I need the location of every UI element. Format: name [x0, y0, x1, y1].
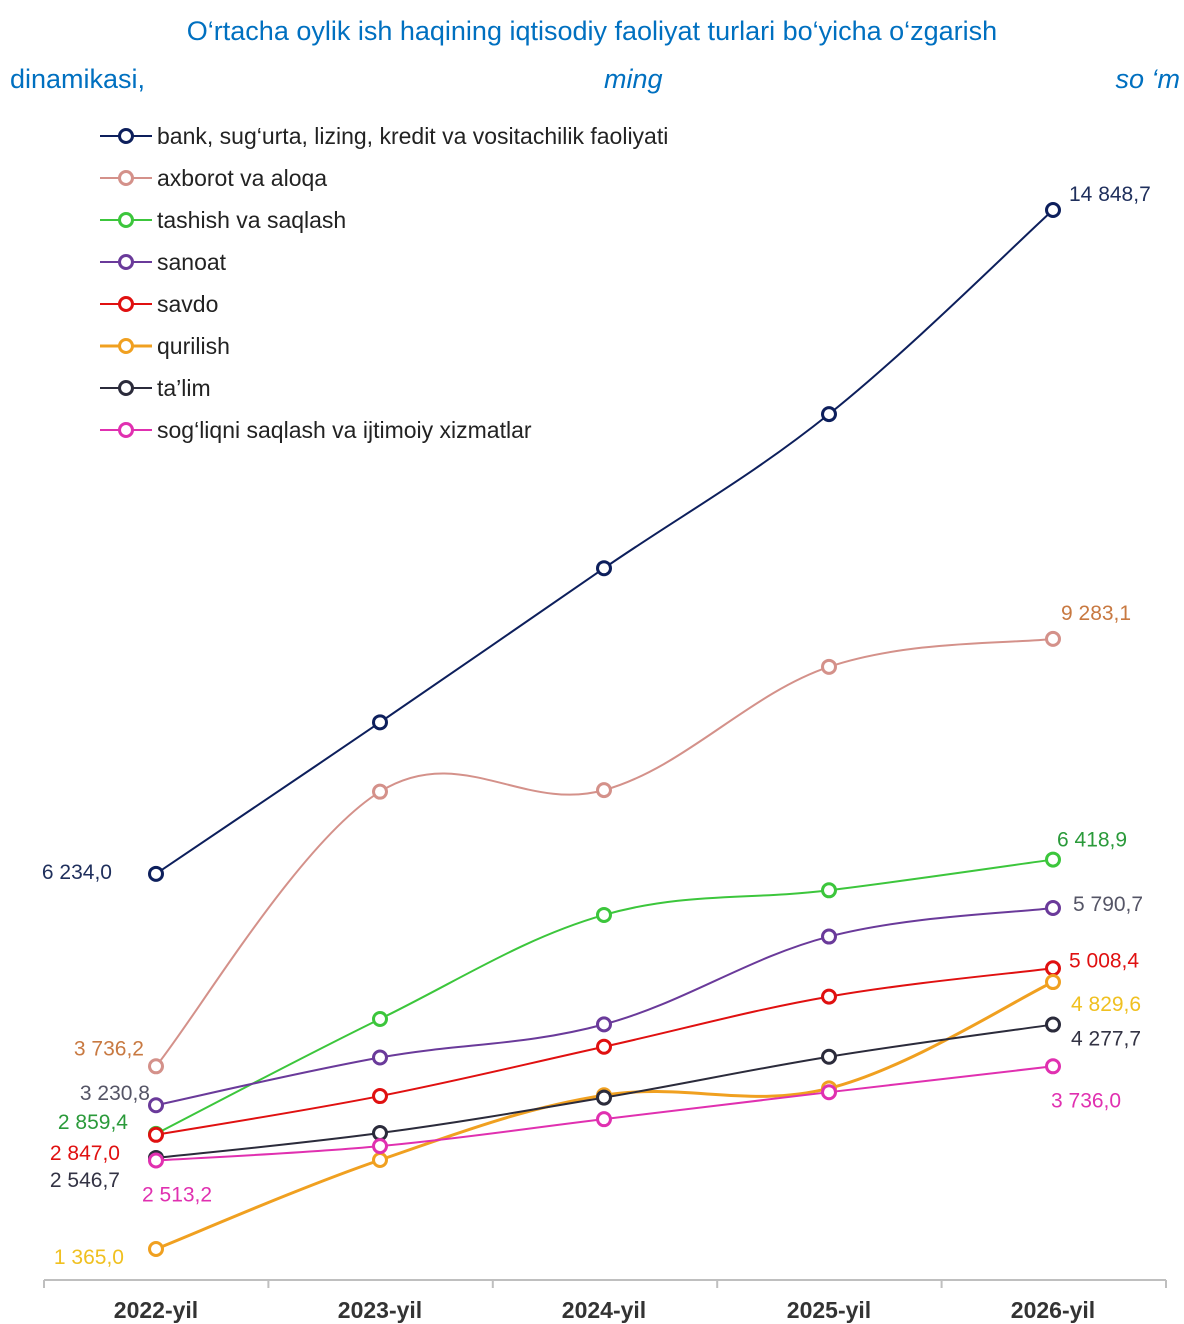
- legend-entry: axborot va aloqa: [157, 165, 327, 191]
- data-label: 4 277,7: [1071, 1028, 1141, 1051]
- data-labels: 6 234,0 14 848,7 3 736,2 9 283,1 2 859,4 6 41…: [42, 183, 1151, 1269]
- data-point: [372, 1152, 388, 1169]
- data-point: [1045, 960, 1061, 977]
- data-label: 2 847,0: [50, 1142, 120, 1165]
- unit-label-som: so ‘m: [1115, 64, 1180, 94]
- data-label: 3 736,2: [74, 1037, 144, 1060]
- series-line: [155, 637, 1054, 1067]
- x-tick-label: 2024-yil: [562, 1297, 646, 1323]
- data-point: [1045, 899, 1061, 916]
- data-point: [372, 1138, 388, 1155]
- data-label: 2 513,2: [142, 1184, 212, 1207]
- legend-marker: [118, 380, 134, 396]
- legend-marker: [118, 128, 134, 144]
- data-point: [372, 1049, 388, 1066]
- chart-title: O‘rtacha oylik ish haqining iqtisodiy fa…: [186, 16, 998, 46]
- data-point: [596, 906, 612, 923]
- data-label: 4 829,6: [1071, 993, 1141, 1016]
- data-point: [1045, 851, 1061, 868]
- chart-title-continued: dinamikasi,: [10, 64, 146, 94]
- data-point: [148, 865, 164, 882]
- x-tick-label: 2022-yil: [114, 1297, 198, 1323]
- series-line: [155, 906, 1054, 1107]
- legend-entry: bank, sug‘urta, lizing, kredit va vosita…: [157, 123, 668, 149]
- data-point: [821, 988, 837, 1005]
- data-point: [1045, 1058, 1061, 1075]
- data-point: [372, 1010, 388, 1027]
- legend-entry: qurilish: [157, 333, 230, 359]
- data-point: [821, 658, 837, 675]
- data-point: [148, 1152, 164, 1169]
- data-label: 1 365,0: [54, 1246, 124, 1269]
- x-tick-label: 2023-yil: [338, 1297, 422, 1323]
- x-tick-label: 2025-yil: [787, 1297, 871, 1323]
- legend-marker: [118, 296, 134, 312]
- data-label: 2 859,4: [58, 1111, 128, 1134]
- data-point: [148, 1058, 164, 1075]
- data-point: [372, 1088, 388, 1105]
- data-label: 5 790,7: [1073, 893, 1143, 916]
- data-point: [148, 1126, 164, 1143]
- data-label: 14 848,7: [1069, 183, 1151, 206]
- data-point: [596, 782, 612, 799]
- x-axis: 2022-yil 2023-yil 2024-yil 2025-yil 2026-yil: [43, 1279, 1167, 1323]
- data-point: [596, 1038, 612, 1055]
- legend: bank, sug‘urta, lizing, kredit va vosita…: [100, 123, 668, 443]
- data-point: [1045, 974, 1061, 991]
- legend-marker: [118, 338, 134, 354]
- data-point: [821, 882, 837, 899]
- data-point: [821, 1048, 837, 1065]
- data-label: 3 736,0: [1051, 1089, 1121, 1112]
- data-point: [821, 928, 837, 945]
- legend-marker: [118, 212, 134, 228]
- data-point: [148, 1241, 164, 1257]
- data-label: 9 283,1: [1061, 602, 1131, 625]
- unit-label-ming: ming: [604, 64, 663, 94]
- legend-entry: ta’lim: [157, 375, 211, 401]
- data-point: [596, 560, 612, 577]
- data-label: 6 418,9: [1057, 829, 1127, 852]
- data-point: [148, 1097, 164, 1114]
- legend-marker: [118, 422, 134, 438]
- data-label: 3 230,8: [80, 1082, 150, 1105]
- data-point: [821, 1084, 837, 1101]
- legend-entry: sog‘liqni saqlash va ijtimoiy xizmatlar: [157, 417, 532, 443]
- data-point: [372, 1125, 388, 1142]
- data-point: [1045, 630, 1061, 647]
- data-label: 5 008,4: [1069, 949, 1139, 972]
- series-lines: [148, 202, 1061, 1257]
- legend-marker: [118, 254, 134, 270]
- legend-entry: tashish va saqlash: [157, 207, 346, 233]
- data-point: [1045, 202, 1061, 218]
- x-tick-label: 2026-yil: [1011, 1297, 1095, 1323]
- legend-marker: [118, 170, 134, 186]
- legend-entry: sanoat: [157, 249, 227, 275]
- data-point: [596, 1111, 612, 1128]
- data-point: [372, 714, 388, 731]
- data-label: 2 546,7: [50, 1169, 120, 1192]
- series-line: [155, 209, 1054, 875]
- data-point: [596, 1089, 612, 1106]
- data-point: [821, 406, 837, 423]
- data-point: [372, 783, 388, 800]
- data-label: 6 234,0: [42, 861, 112, 884]
- data-point: [1045, 1016, 1061, 1033]
- legend-entry: savdo: [157, 291, 218, 317]
- data-point: [596, 1016, 612, 1033]
